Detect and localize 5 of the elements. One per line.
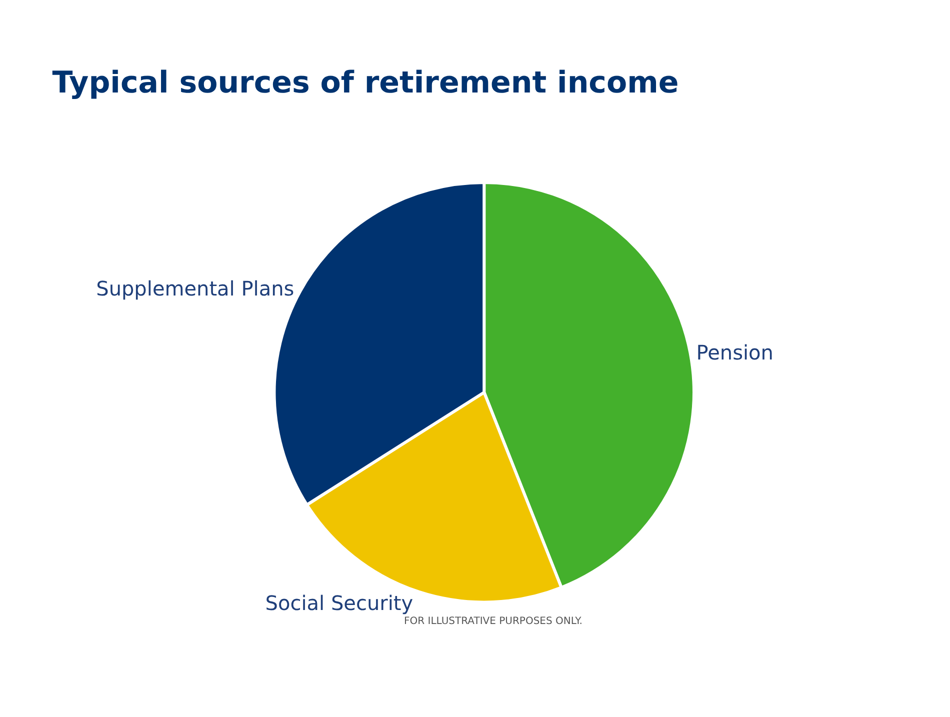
slice-label: Supplemental Plans <box>96 276 294 300</box>
chart-title: Typical sources of retirement income <box>52 66 679 101</box>
text: FOR ILLUSTRATIVE PURPOSES ONLY. <box>404 616 582 627</box>
slice-label: Pension <box>696 340 774 365</box>
slice-label: Social Security <box>265 590 414 615</box>
